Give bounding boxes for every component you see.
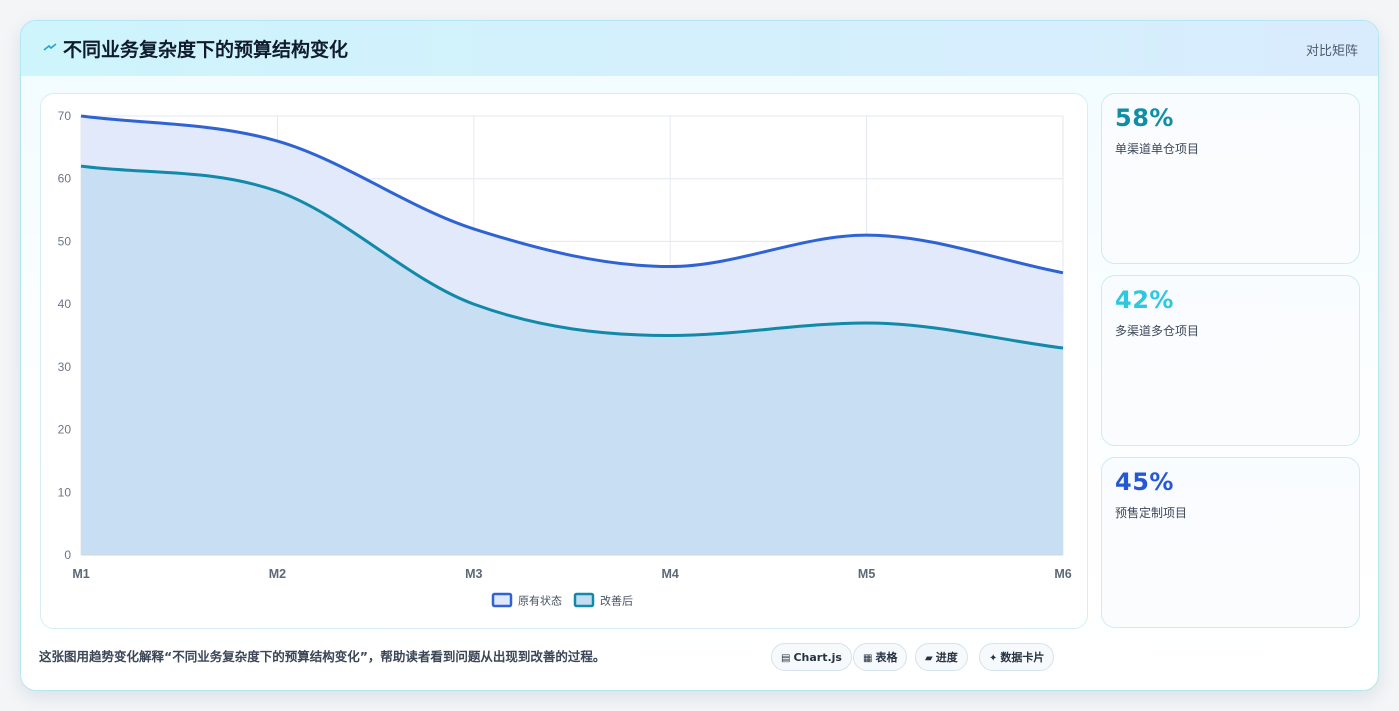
y-tick-label: 10 [58,485,72,499]
chart-panel: 0 10 20 30 40 50 60 70 M1 M2 M3 M4 M5 M6 原有状态 改善后 [40,93,1088,629]
y-tick-label: 0 [64,548,71,562]
pill-label: 表格 [875,651,898,664]
data-card-pill[interactable]: ✦ 数据卡片 [979,643,1055,671]
pill-label: 数据卡片 [1000,651,1045,664]
y-tick-label: 40 [58,297,72,311]
y-tick-label: 70 [58,109,72,123]
x-tick-label: M1 [72,567,89,581]
series-line [80,164,1064,350]
stat-value: 45% [1115,468,1174,496]
stat-value: 58% [1115,104,1174,132]
card-icon: ✦ [989,653,998,664]
stat-label: 单渠道单仓项目 [1115,142,1200,156]
x-tick-label: M2 [269,567,286,581]
chart-description: 这张图用趋势变化解释“不同业务复杂度下的预算结构变化”，帮助读者看到问题从出现到… [39,649,606,664]
progress-pill[interactable]: ▰ 进度 [915,643,968,671]
stat-card-single-channel: 58% 单渠道单仓项目 [1101,93,1360,264]
progress-icon: ▰ [925,653,933,664]
y-tick-label: 20 [58,423,72,437]
pill-label: 进度 [935,651,958,664]
table-icon: ▦ [863,653,873,664]
page-title: 不同业务复杂度下的预算结构变化 [63,39,349,61]
legend-swatch [573,592,595,608]
y-tick-label: 60 [58,172,72,186]
area-chart: 0 10 20 30 40 50 60 70 M1 M2 M3 M4 M5 M6 原有状态 改善后 [58,109,1072,608]
stat-card-presale: 45% 预售定制项目 [1101,457,1360,628]
table-pill[interactable]: ▦ 表格 [853,643,908,671]
x-tick-label: M5 [858,567,875,581]
x-tick-label: M6 [1054,567,1071,581]
stat-label: 多渠道多仓项目 [1115,324,1200,338]
x-tick-label: M4 [662,567,679,581]
legend-label: 改善后 [600,594,633,608]
chartjs-pill[interactable]: ▤ Chart.js [771,643,852,671]
trend-icon [43,43,57,51]
stat-label: 预售定制项目 [1115,506,1188,520]
series-line [80,114,1064,275]
card-header: 不同业务复杂度下的预算结构变化 对比矩阵 [21,21,1378,76]
stat-value: 42% [1115,286,1174,314]
pill-label: Chart.js [793,651,842,664]
dashboard-card: 不同业务复杂度下的预算结构变化 对比矩阵 0 10 20 30 40 50 60 70 M1 M2… [20,20,1379,691]
comparison-matrix-tag[interactable]: 对比矩阵 [1305,44,1358,59]
stat-card-multi-channel: 42% 多渠道多仓项目 [1101,275,1360,446]
legend-swatch [491,592,513,608]
x-tick-label: M3 [465,567,482,581]
y-tick-label: 30 [58,360,72,374]
y-tick-label: 50 [58,234,72,248]
legend-label: 原有状态 [518,594,562,608]
chart-icon: ▤ [781,653,791,664]
series-area [81,166,1063,555]
